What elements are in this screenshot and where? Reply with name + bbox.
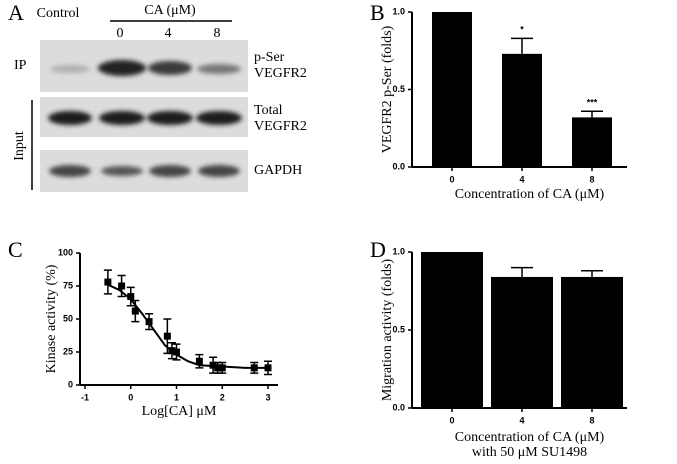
point (218, 364, 226, 372)
point (131, 307, 139, 315)
x-tick-label: 8 (589, 174, 594, 184)
y-tick-label: 0.5 (392, 324, 405, 334)
x-axis-label: Concentration of CA (μM) (455, 430, 605, 445)
band (49, 165, 91, 177)
y-tick-label: 75 (63, 280, 73, 290)
bar (502, 53, 542, 167)
row-label: Total (254, 103, 283, 118)
error-bar (511, 37, 533, 54)
y-tick-label: 1.0 (392, 246, 405, 256)
x-axis-label: Concentration of CA (μM) (455, 187, 605, 202)
band (198, 165, 240, 177)
bar (572, 117, 612, 167)
y-tick-label: 0.0 (392, 161, 405, 171)
x-tick-label: 0 (449, 174, 454, 184)
x-tick-label: 4 (519, 174, 524, 184)
band (101, 166, 143, 176)
y-tick-label: 50 (63, 313, 73, 323)
point (127, 293, 135, 301)
y-axis-label: VEGFR2 p-Ser (folds) (380, 25, 395, 153)
panel-label: D (370, 237, 386, 262)
significance: * (520, 25, 524, 35)
point (195, 357, 203, 365)
point (250, 364, 258, 372)
band (98, 60, 146, 76)
point (163, 332, 171, 340)
band (99, 111, 145, 125)
band (50, 65, 90, 73)
panel-label: A (8, 0, 24, 25)
point (104, 278, 112, 286)
x-tick-label: -1 (81, 392, 89, 402)
point (173, 348, 180, 356)
x-tick-label: 3 (265, 392, 270, 402)
bar (432, 12, 472, 167)
point (118, 282, 126, 290)
band (147, 111, 193, 125)
band (148, 61, 192, 75)
panel-label: B (370, 0, 385, 25)
y-tick-label: 0.5 (392, 84, 405, 94)
point (209, 361, 217, 369)
y-tick-label: 100 (58, 247, 73, 257)
y-tick-label: 25 (63, 346, 73, 356)
row-label: VEGFR2 (254, 119, 307, 134)
bar (561, 276, 623, 408)
bar (421, 252, 483, 408)
y-tick-label: 0.0 (392, 402, 405, 412)
y-axis-label: Kinase activity (%) (44, 264, 59, 373)
band (149, 165, 191, 177)
x-tick-label: 1 (174, 392, 179, 402)
error-bar (581, 110, 603, 118)
point (145, 318, 153, 326)
y-tick-label: 1.0 (392, 6, 405, 16)
row-label: VEGFR2 (254, 66, 307, 81)
row-label: GAPDH (254, 163, 302, 178)
lane-label: 8 (214, 26, 221, 41)
x-tick-label: 4 (519, 415, 524, 425)
band (196, 111, 242, 125)
x-tick-label: 0 (449, 415, 454, 425)
y-tick-label: 0 (68, 379, 73, 389)
y-axis-label: Migration activity (folds) (380, 259, 395, 402)
lane-label: 4 (165, 26, 172, 41)
error-bar (581, 269, 603, 277)
ip-label: IP (14, 58, 27, 73)
band (48, 111, 92, 125)
panel-label: C (8, 237, 23, 262)
x-axis-label: Log[CA] μM (142, 404, 217, 419)
panel-a: A Control CA (μM) 0 4 8 IP Input p-Ser V (8, 0, 307, 192)
significance: *** (587, 98, 598, 108)
lane-label: 0 (117, 26, 124, 41)
row-label: p-Ser (254, 50, 285, 65)
group-label: CA (μM) (144, 3, 196, 18)
bar (491, 276, 553, 408)
error-bar (511, 266, 533, 277)
input-label: Input (12, 131, 27, 161)
bands (48, 60, 242, 177)
x-tick-label: 0 (128, 392, 133, 402)
x-tick-label: 8 (589, 415, 594, 425)
point (168, 347, 176, 355)
band (197, 64, 241, 74)
lane-header: Control (37, 6, 80, 21)
x-axis-label: with 50 μM SU1498 (472, 445, 587, 460)
point (264, 364, 272, 372)
x-tick-label: 2 (220, 392, 225, 402)
point (214, 364, 222, 372)
